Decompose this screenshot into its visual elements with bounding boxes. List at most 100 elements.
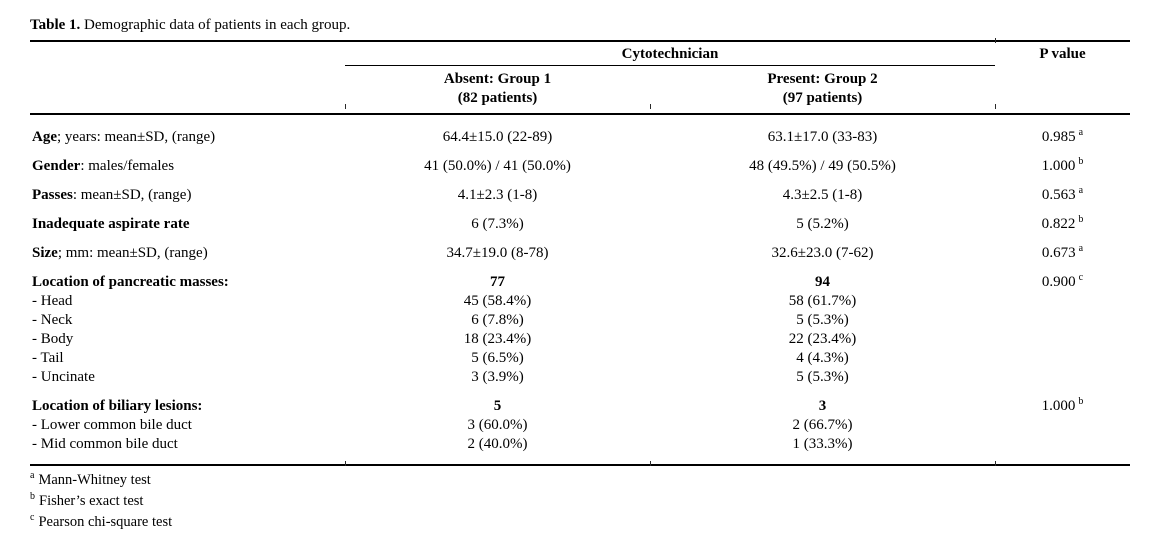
group1-header-line1: Absent: Group 1	[443, 71, 552, 87]
row-label: - Mid common bile duct	[30, 435, 345, 454]
row-label-rest: - Mid common bile duct	[32, 436, 178, 452]
group1-value: 4.1±2.3 (1-8)	[457, 187, 538, 203]
p-value: 0.563 a	[995, 186, 1130, 205]
p-value: 1.000 b	[995, 397, 1130, 416]
group1-header-line2: (82 patients)	[457, 90, 538, 106]
table-row-tail: - Tail 5 (6.5%) 4 (4.3%)	[30, 349, 1130, 368]
p-value-number: 0.900	[1041, 274, 1076, 290]
row-label: Size; mm: mean±SD, (range)	[30, 244, 345, 263]
p-value	[995, 330, 1130, 349]
p-value-superscript: b	[1078, 214, 1084, 225]
p-value	[995, 435, 1130, 454]
header-span-row: Cytotechnician P value	[30, 44, 1130, 66]
p-value	[995, 311, 1130, 330]
footnote-b-marker: b	[30, 491, 35, 502]
group1-value: 41 (50.0%) / 41 (50.0%)	[424, 158, 571, 174]
p-value: 0.900 c	[995, 273, 1130, 292]
row-label-bold: Passes	[32, 187, 73, 203]
group2-value: 58 (61.7%)	[788, 293, 857, 309]
table-caption-text: Demographic data of patients in each gro…	[80, 17, 351, 33]
p-value-superscript: c	[1078, 272, 1084, 283]
table-row-mid-common-bile-duct: - Mid common bile duct 2 (40.0%) 1 (33.3…	[30, 435, 1130, 454]
group1-value: 3 (3.9%)	[471, 369, 524, 385]
group1-value: 6 (7.8%)	[471, 312, 524, 328]
row-label: Location of pancreatic masses:	[30, 273, 345, 292]
table-row-size: Size; mm: mean±SD, (range) 34.7±19.0 (8-…	[30, 244, 1130, 263]
row-label-rest: : males/females	[80, 158, 175, 174]
group2-value: 22 (23.4%)	[788, 331, 857, 347]
row-label: Location of biliary lesions:	[30, 397, 345, 416]
group2-value: 5 (5.3%)	[796, 369, 849, 385]
grid-tick	[995, 104, 996, 109]
p-value	[995, 349, 1130, 368]
table-row-inadequate-aspirate-rate: Inadequate aspirate rate 6 (7.3%) 5 (5.2…	[30, 215, 1130, 234]
p-value-number: 0.563	[1041, 187, 1076, 203]
grid-tick	[995, 461, 996, 466]
row-label: Gender: males/females	[30, 157, 345, 176]
group2-header-line1: Present: Group 2	[767, 71, 878, 87]
group2-value: 2 (66.7%)	[792, 417, 853, 433]
row-label-bold: Age	[32, 129, 57, 145]
group1-value: 6 (7.3%)	[471, 216, 524, 232]
footnote-a-marker: a	[30, 470, 35, 481]
footnote-a: a Mann-Whitney test	[30, 470, 1130, 491]
row-label: - Uncinate	[30, 368, 345, 387]
row-label: - Tail	[30, 349, 345, 368]
p-value	[995, 292, 1130, 311]
row-label-rest: - Tail	[32, 350, 64, 366]
p-value-superscript: a	[1078, 243, 1084, 254]
table-row-neck: - Neck 6 (7.8%) 5 (5.3%)	[30, 311, 1130, 330]
row-label-bold: Gender	[32, 158, 81, 174]
table-caption-number: Table 1.	[30, 17, 81, 33]
table-header: Cytotechnician P value Absent: Group 1 (…	[30, 42, 1130, 115]
group2-value: 48 (49.5%) / 49 (50.5%)	[749, 158, 896, 174]
row-label: Age; years: mean±SD, (range)	[30, 128, 345, 147]
p-value: 0.822 b	[995, 215, 1130, 234]
table-footnotes: a Mann-Whitney test b Fisher’s exact test …	[30, 470, 1130, 533]
row-label-rest: - Uncinate	[32, 369, 95, 385]
row-label: - Head	[30, 292, 345, 311]
demographics-table: Cytotechnician P value Absent: Group 1 (…	[30, 38, 1130, 466]
row-label-rest: - Neck	[32, 312, 73, 328]
column-group-header-cytotechnician: Cytotechnician	[345, 44, 995, 66]
table-row-passes: Passes: mean±SD, (range) 4.1±2.3 (1-8) 4…	[30, 186, 1130, 205]
row-label: - Neck	[30, 311, 345, 330]
table-row-age: Age; years: mean±SD, (range) 64.4±15.0 (…	[30, 128, 1130, 147]
group2-value: 3	[818, 398, 827, 414]
p-value	[995, 416, 1130, 435]
p-value	[995, 368, 1130, 387]
column-header-group1: Absent: Group 1 (82 patients)	[345, 70, 650, 108]
group1-value: 45 (58.4%)	[463, 293, 532, 309]
group1-value: 77	[490, 274, 505, 290]
group2-value: 4.3±2.5 (1-8)	[782, 187, 863, 203]
p-value-number: 1.000	[1041, 398, 1076, 414]
row-label-rest: ; years: mean±SD, (range)	[57, 129, 216, 145]
header-group-row: Absent: Group 1 (82 patients) Present: G…	[30, 70, 1130, 108]
grid-tick	[650, 104, 651, 109]
table-row-head: - Head 45 (58.4%) 58 (61.7%)	[30, 292, 1130, 311]
row-label-rest: - Head	[32, 293, 73, 309]
group1-value: 64.4±15.0 (22-89)	[442, 129, 553, 145]
group2-value: 32.6±23.0 (7-62)	[771, 245, 874, 261]
footnote-b-text: Fisher’s exact test	[39, 493, 144, 509]
grid-tick	[995, 38, 996, 43]
row-label: - Body	[30, 330, 345, 349]
column-header-group2: Present: Group 2 (97 patients)	[650, 70, 995, 108]
row-label-rest: : mean±SD, (range)	[72, 187, 192, 203]
group2-header-line2: (97 patients)	[782, 90, 863, 106]
table-row-gender: Gender: males/females 41 (50.0%) / 41 (5…	[30, 157, 1130, 176]
row-label-rest: - Body	[32, 331, 74, 347]
table-row-uncinate: - Uncinate 3 (3.9%) 5 (5.3%)	[30, 368, 1130, 387]
footnote-c: c Pearson chi-square test	[30, 512, 1130, 533]
row-label-rest: - Lower common bile duct	[32, 417, 192, 433]
group1-value: 2 (40.0%)	[467, 436, 528, 452]
group2-value: 5 (5.2%)	[796, 216, 849, 232]
p-value-number: 0.985	[1041, 129, 1076, 145]
group1-value: 34.7±19.0 (8-78)	[446, 245, 549, 261]
group2-value: 94	[815, 274, 830, 290]
p-value-superscript: b	[1078, 396, 1084, 407]
row-label-bold: Inadequate aspirate rate	[32, 216, 190, 232]
group1-value: 18 (23.4%)	[463, 331, 532, 347]
p-value-superscript: a	[1078, 127, 1084, 138]
table-caption: Table 1. Demographic data of patients in…	[30, 15, 1130, 35]
